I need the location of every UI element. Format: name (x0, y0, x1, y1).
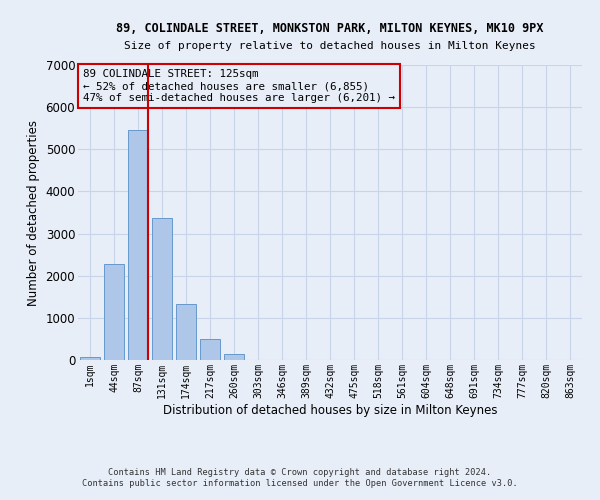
Text: Size of property relative to detached houses in Milton Keynes: Size of property relative to detached ho… (124, 41, 536, 51)
Bar (152, 218, 172, 360)
Text: Contains HM Land Registry data © Crown copyright and database right 2024.
Contai: Contains HM Land Registry data © Crown c… (82, 468, 518, 487)
Y-axis label: Number of detached properties: Number of detached properties (27, 120, 40, 306)
Text: 89 COLINDALE STREET: 125sqm
← 52% of detached houses are smaller (6,855)
47% of : 89 COLINDALE STREET: 125sqm ← 52% of det… (83, 70, 395, 102)
Bar (176, 304, 196, 360)
Text: 89, COLINDALE STREET, MONKSTON PARK, MILTON KEYNES, MK10 9PX: 89, COLINDALE STREET, MONKSTON PARK, MIL… (116, 22, 544, 36)
X-axis label: Distribution of detached houses by size in Milton Keynes: Distribution of detached houses by size … (163, 404, 497, 416)
Bar (80, 357, 100, 360)
Bar (128, 130, 148, 360)
Bar (224, 354, 244, 360)
Bar (200, 340, 220, 360)
Bar (104, 264, 124, 360)
